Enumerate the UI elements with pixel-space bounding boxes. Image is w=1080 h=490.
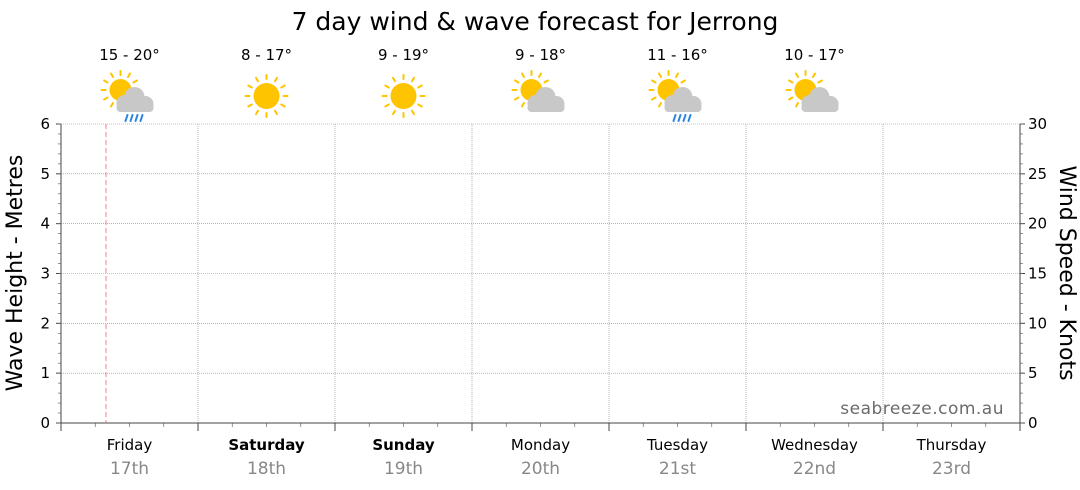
left-tick-label: 0 <box>40 414 50 432</box>
sun-cloud-rain-icon <box>100 70 154 122</box>
left-tick-label: 3 <box>40 265 50 283</box>
day-name-label: Friday <box>107 436 153 454</box>
day-name-label: Wednesday <box>771 436 858 454</box>
left-tick-label: 4 <box>40 215 50 233</box>
left-tick-label: 2 <box>40 314 50 332</box>
day-name-label: Thursday <box>916 436 987 454</box>
right-tick-label: 10 <box>1028 314 1047 332</box>
right-tick-label: 20 <box>1028 215 1047 233</box>
day-date-label: 20th <box>521 459 560 479</box>
day-date-label: 21st <box>659 459 696 479</box>
day-date-label: 19th <box>384 459 423 479</box>
temperature-range: 10 - 17° <box>784 46 845 64</box>
chart-title: 7 day wind & wave forecast for Jerrong <box>292 7 779 36</box>
axis-ticks: 0 1 2 3 4 5 6 0 5 10 15 20 25 30 <box>40 115 1047 432</box>
day-name-label: Tuesday <box>646 436 708 454</box>
right-tick-label: 15 <box>1028 265 1047 283</box>
day-name-label: Sunday <box>372 436 435 454</box>
day-name-label: Saturday <box>228 436 305 454</box>
right-tick-label: 25 <box>1028 165 1047 183</box>
right-tick-label: 30 <box>1028 115 1047 133</box>
sun-cloud-icon <box>785 70 839 112</box>
grid-lines <box>61 123 1020 423</box>
right-axis-title: Wind Speed - Knots <box>1054 165 1079 380</box>
temperature-range: 9 - 18° <box>515 46 566 64</box>
right-tick-label: 5 <box>1028 364 1038 382</box>
watermark: seabreeze.com.au <box>840 399 1004 419</box>
day-labels: Friday 17th Saturday 18th Sunday 19th Monday 20… <box>107 436 987 479</box>
day-date-label: 22nd <box>793 459 836 479</box>
day-name-label: Monday <box>511 436 570 454</box>
sun-cloud-icon <box>511 70 565 112</box>
left-axis-title: Wave Height - Metres <box>3 155 28 392</box>
temperature-range: 9 - 19° <box>378 46 429 64</box>
weather-row: 15 - 20° 8 - 17° 9 - 19° 9 - 18° 11 - 16° 10 … <box>99 46 845 122</box>
sun-cloud-rain-icon <box>648 70 702 122</box>
left-tick-label: 1 <box>40 364 50 382</box>
left-tick-label: 5 <box>40 165 50 183</box>
temperature-range: 15 - 20° <box>99 46 160 64</box>
day-date-label: 18th <box>247 459 286 479</box>
day-date-label: 23rd <box>932 459 971 479</box>
left-tick-label: 6 <box>40 115 50 133</box>
sun-icon <box>381 74 426 118</box>
temperature-range: 8 - 17° <box>241 46 292 64</box>
sun-icon <box>244 74 289 118</box>
temperature-range: 11 - 16° <box>647 46 708 64</box>
right-tick-label: 0 <box>1028 414 1038 432</box>
day-date-label: 17th <box>110 459 149 479</box>
